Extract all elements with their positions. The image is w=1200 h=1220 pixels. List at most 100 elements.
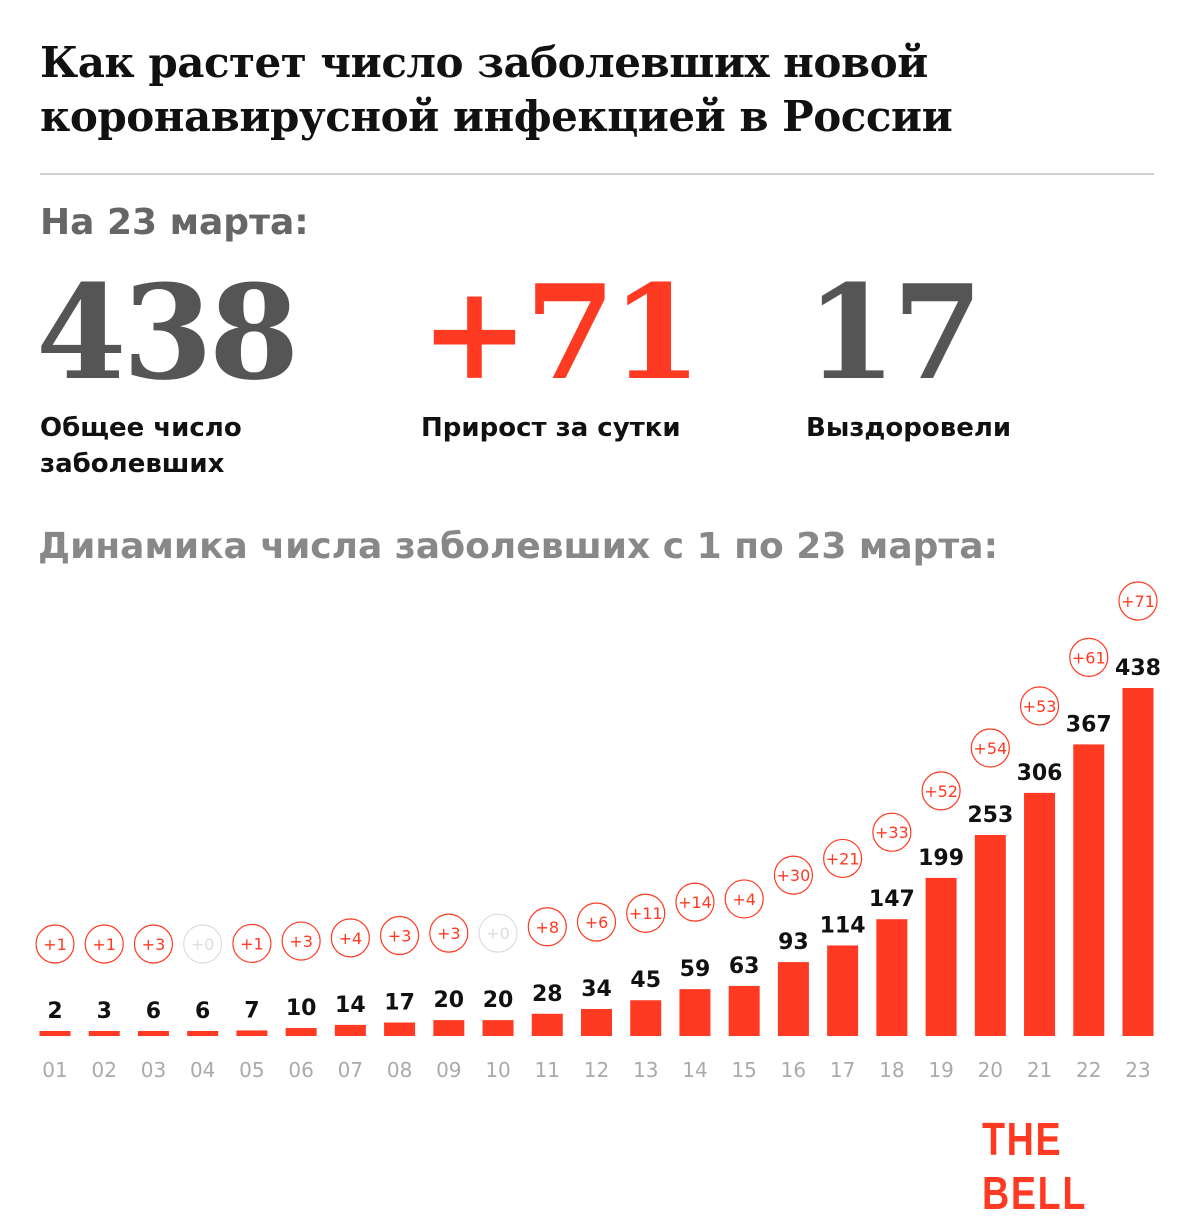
value-label-09: 20 xyxy=(434,988,465,1013)
increase-label-11: +8 xyxy=(535,918,559,937)
increase-label-19: +52 xyxy=(924,782,958,801)
increase-label-23: +71 xyxy=(1121,592,1155,611)
x-tick-20: 20 xyxy=(978,1058,1003,1082)
increase-circle-06 xyxy=(281,921,321,961)
bar-03 xyxy=(137,1031,169,1036)
daily-increase-value: +71 xyxy=(420,256,702,409)
value-label-08: 17 xyxy=(384,990,415,1015)
bar-11 xyxy=(531,1013,563,1036)
increase-circle-03 xyxy=(133,924,174,964)
bar-14 xyxy=(679,989,711,1036)
increase-circle-18 xyxy=(872,812,912,852)
increase-label-10: +0 xyxy=(486,924,510,943)
increase-label-06: +3 xyxy=(289,932,313,951)
x-tick-01: 01 xyxy=(42,1058,67,1082)
bar-10 xyxy=(482,1020,514,1036)
x-tick-17: 17 xyxy=(830,1058,855,1082)
bar-22 xyxy=(1073,744,1105,1036)
value-label-17: 114 xyxy=(820,913,866,938)
value-label-04: 6 xyxy=(195,999,210,1024)
bar-17 xyxy=(827,945,859,1036)
bar-07 xyxy=(334,1024,366,1036)
value-label-11: 28 xyxy=(532,982,563,1007)
bar-09 xyxy=(433,1020,465,1036)
bar-20 xyxy=(974,834,1006,1036)
increase-circle-02 xyxy=(84,924,124,964)
value-label-19: 199 xyxy=(918,846,964,871)
page-title: Как растет число заболевших новой корона… xyxy=(40,38,953,141)
increase-label-08: +3 xyxy=(388,926,412,945)
value-label-18: 147 xyxy=(869,887,915,912)
increase-label-04: +0 xyxy=(191,935,215,954)
x-tick-12: 12 xyxy=(584,1058,609,1082)
increase-circle-22 xyxy=(1069,637,1109,678)
bar-05 xyxy=(236,1030,268,1036)
x-tick-08: 08 xyxy=(387,1058,412,1082)
value-label-15: 63 xyxy=(729,954,760,979)
divider xyxy=(40,173,1154,175)
increase-circle-11 xyxy=(527,907,567,947)
increase-label-09: +3 xyxy=(437,924,461,943)
x-tick-06: 06 xyxy=(288,1058,313,1082)
total-cases-label: Общее число заболевших xyxy=(40,413,242,479)
as-of-date: На 23 марта: xyxy=(40,202,309,243)
increase-label-02: +1 xyxy=(92,935,116,954)
increase-label-15: +4 xyxy=(732,890,756,909)
increase-circle-14 xyxy=(675,882,715,922)
chart-title: Динамика числа заболевших с 1 по 23 март… xyxy=(38,526,998,567)
increase-label-03: +3 xyxy=(142,935,166,954)
bar-16 xyxy=(777,962,809,1036)
increase-label-01: +1 xyxy=(43,935,67,954)
increase-circle-08 xyxy=(379,915,420,956)
daily-increase-label: Прирост за сутки xyxy=(421,413,681,443)
value-label-01: 2 xyxy=(47,999,62,1024)
increase-circle-12 xyxy=(576,902,617,942)
recovered-label: Выздоровели xyxy=(806,413,1012,443)
x-tick-02: 02 xyxy=(92,1058,117,1082)
x-tick-05: 05 xyxy=(239,1058,264,1082)
bar-02 xyxy=(88,1031,120,1036)
value-label-20: 253 xyxy=(967,803,1013,828)
increase-circle-15 xyxy=(724,879,764,919)
increase-label-13: +11 xyxy=(629,904,663,923)
x-tick-10: 10 xyxy=(485,1058,510,1082)
x-tick-15: 15 xyxy=(731,1058,756,1082)
increase-circle-20 xyxy=(970,728,1010,768)
increase-label-20: +54 xyxy=(973,739,1007,758)
increase-circle-19 xyxy=(921,771,961,811)
increase-label-07: +4 xyxy=(339,929,363,948)
value-label-10: 20 xyxy=(483,988,514,1013)
value-label-02: 3 xyxy=(97,999,112,1024)
bar-18 xyxy=(876,919,908,1036)
increase-label-12: +6 xyxy=(585,913,609,932)
bar-04 xyxy=(187,1031,219,1036)
recovered-value: 17 xyxy=(806,256,983,409)
increase-circle-21 xyxy=(1019,686,1060,726)
bar-12 xyxy=(581,1008,612,1036)
bar-15 xyxy=(728,985,760,1036)
increase-circle-16 xyxy=(773,855,814,895)
increase-label-18: +33 xyxy=(875,823,909,842)
bar-13 xyxy=(630,1000,662,1036)
x-tick-23: 23 xyxy=(1125,1058,1150,1082)
increase-label-14: +14 xyxy=(678,893,712,912)
value-label-14: 59 xyxy=(680,957,711,982)
increase-circle-10 xyxy=(478,913,518,953)
x-tick-03: 03 xyxy=(141,1058,166,1082)
x-tick-13: 13 xyxy=(633,1058,658,1082)
bar-23 xyxy=(1122,688,1154,1036)
the-bell-logo: THE BELL xyxy=(982,1113,1088,1219)
x-tick-19: 19 xyxy=(928,1058,953,1082)
increase-label-17: +21 xyxy=(826,849,860,868)
value-label-16: 93 xyxy=(778,930,809,955)
bar-21 xyxy=(1024,792,1056,1036)
x-tick-11: 11 xyxy=(535,1058,560,1082)
x-tick-16: 16 xyxy=(781,1058,806,1082)
increase-circle-09 xyxy=(429,913,469,953)
increase-circle-23 xyxy=(1118,581,1158,621)
x-tick-09: 09 xyxy=(436,1058,461,1082)
value-label-13: 45 xyxy=(630,968,661,993)
x-tick-21: 21 xyxy=(1027,1058,1052,1082)
bar-08 xyxy=(384,1022,416,1036)
